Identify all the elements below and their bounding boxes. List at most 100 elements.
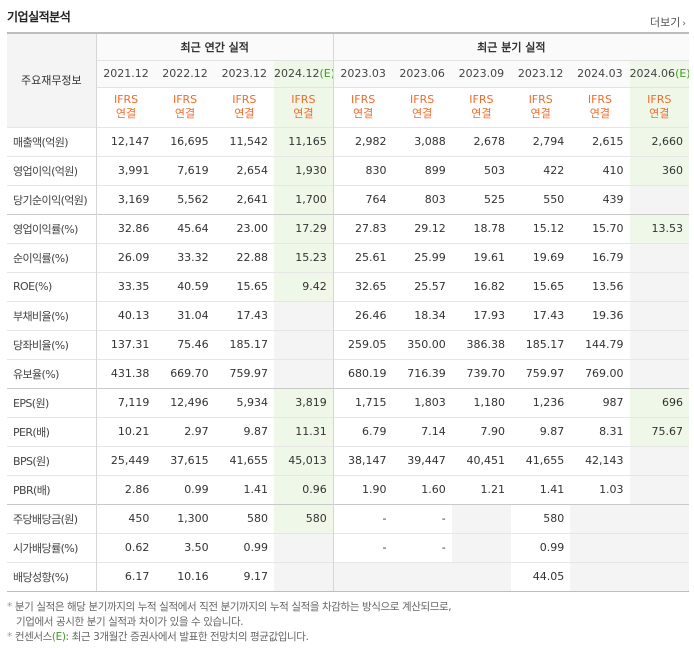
table-cell: 0.96 [273, 474, 334, 504]
table-cell [629, 300, 689, 330]
table-cell: 550 [511, 184, 571, 214]
table-cell: 1.60 [392, 474, 452, 504]
period-header: 2023.06 [392, 59, 452, 87]
row-label: 순이익률(%) [7, 242, 97, 272]
table-cell: 12,147 [96, 126, 156, 156]
table-cell: 7.14 [392, 416, 452, 446]
table-cell: 739.70 [451, 358, 512, 388]
row-label: BPS(원) [7, 445, 97, 475]
table-cell: 410 [570, 155, 630, 185]
table-cell: - [332, 532, 393, 562]
table-cell: 17.43 [511, 300, 571, 330]
table-cell: 0.99 [214, 532, 274, 562]
consolidated-label: 연결 [234, 107, 255, 120]
table-cell: 38,147 [332, 445, 393, 475]
table-cell [332, 561, 393, 592]
table-cell: 9.87 [214, 416, 274, 446]
table-cell: 2.86 [96, 474, 156, 504]
period-header: 2023.12 [511, 59, 571, 87]
table-cell: - [392, 503, 452, 533]
table-cell: 1,180 [451, 387, 512, 417]
table-cell: 1.90 [332, 474, 393, 504]
table-cell: 580 [273, 503, 334, 533]
ifrs-label: IFRS [232, 93, 257, 106]
table-row: 순이익률(%) 26.09 33.32 22.88 15.23 25.61 25.99 19.… [7, 242, 689, 272]
table-cell: 40,451 [451, 445, 512, 475]
table-cell: 2,678 [451, 126, 512, 156]
ifrs-header: IFRS 연결 [214, 86, 274, 127]
table-cell: 26.09 [96, 242, 156, 272]
ifrs-header: IFRS 연결 [570, 86, 630, 127]
table-cell: 2,982 [332, 126, 393, 156]
table-cell [273, 300, 334, 330]
table-cell: 25.99 [392, 242, 452, 272]
table-cell: 185.17 [511, 329, 571, 359]
table-cell [570, 532, 630, 562]
table-cell: 17.93 [451, 300, 512, 330]
table-row: PER(배) 10.21 2.97 9.87 11.31 6.79 7.14 7.90 9.87… [7, 416, 689, 446]
ifrs-header: IFRS 연결 [155, 86, 215, 127]
period-label: 2022.12 [162, 67, 208, 80]
table-cell [629, 184, 689, 214]
table-cell: 10.16 [155, 561, 215, 592]
table-cell: 15.23 [273, 242, 334, 272]
table-cell: 9.87 [511, 416, 571, 446]
table-cell: 33.35 [96, 271, 156, 301]
table-cell: 7.90 [451, 416, 512, 446]
row-label: 시가배당률(%) [7, 532, 97, 562]
table-cell: 716.39 [392, 358, 452, 388]
table-cell: 37,615 [155, 445, 215, 475]
group-header-annual: 최근 연간 실적 [96, 32, 334, 60]
table-cell: 45,013 [273, 445, 334, 475]
period-header: 2024.12(E) [273, 59, 334, 87]
table-cell: 6.17 [96, 561, 156, 592]
ifrs-label: IFRS [113, 93, 139, 106]
table-cell [629, 503, 689, 533]
table-cell: 39,447 [392, 445, 452, 475]
table-cell: 13.56 [570, 271, 630, 301]
period-label: 2024.12 [273, 67, 320, 80]
table-cell: 669.70 [155, 358, 215, 388]
table-cell [629, 358, 689, 388]
row-label: EPS(원) [7, 387, 97, 417]
table-cell: 3,991 [96, 155, 156, 185]
table-cell: 16,695 [155, 126, 215, 156]
table-cell: 19.36 [570, 300, 630, 330]
table-row: 부채비율(%) 40.13 31.04 17.43 26.46 18.34 17.93 17.… [7, 300, 689, 330]
table-cell: 11,542 [214, 126, 274, 156]
period-label: 2023.06 [399, 67, 445, 80]
table-cell: 6.79 [332, 416, 393, 446]
footnote-2: * 컨센서스(E): 최근 3개월간 증권사에서 발표한 전망치의 평균값입니다. [7, 630, 691, 645]
table-cell: 45.64 [155, 213, 215, 243]
row-label: 주당배당금(원) [7, 503, 97, 533]
table-cell: 3,088 [392, 126, 452, 156]
table-cell: 16.82 [451, 271, 512, 301]
footnote-2-suffix: : 최근 3개월간 증권사에서 발표한 전망치의 평균값입니다. [65, 631, 309, 643]
table-cell: 19.61 [451, 242, 512, 272]
table-row: 주당배당금(원) 450 1,300 580 580- -580 [7, 503, 689, 533]
table-cell: 22.88 [214, 242, 274, 272]
table-cell: 23.00 [214, 213, 274, 243]
table-row: 시가배당률(%) 0.62 3.50 0.99- -0.99 [7, 532, 689, 562]
table-cell: 26.46 [332, 300, 393, 330]
table-cell: 1,700 [273, 184, 334, 214]
table-cell: - [392, 532, 452, 562]
table-cell: 3,169 [96, 184, 156, 214]
table-cell: 0.99 [511, 532, 571, 562]
table-cell: - [332, 503, 393, 533]
table-cell: 830 [332, 155, 393, 185]
period-header: 2024.06(E) [629, 59, 689, 87]
estimate-mark: (E) [675, 67, 689, 80]
more-link[interactable]: 더보기 › [650, 14, 686, 30]
table-cell: 1,236 [511, 387, 571, 417]
table-cell: 19.69 [511, 242, 571, 272]
table-cell: 15.65 [511, 271, 571, 301]
row-label: 당좌비율(%) [7, 329, 97, 359]
consolidated-label: 연결 [471, 107, 492, 120]
table-cell: 40.13 [96, 300, 156, 330]
table-cell [451, 561, 512, 592]
table-cell: 2,641 [214, 184, 274, 214]
table-cell: 40.59 [155, 271, 215, 301]
table-cell: 10.21 [96, 416, 156, 446]
table-cell: 32.86 [96, 213, 156, 243]
